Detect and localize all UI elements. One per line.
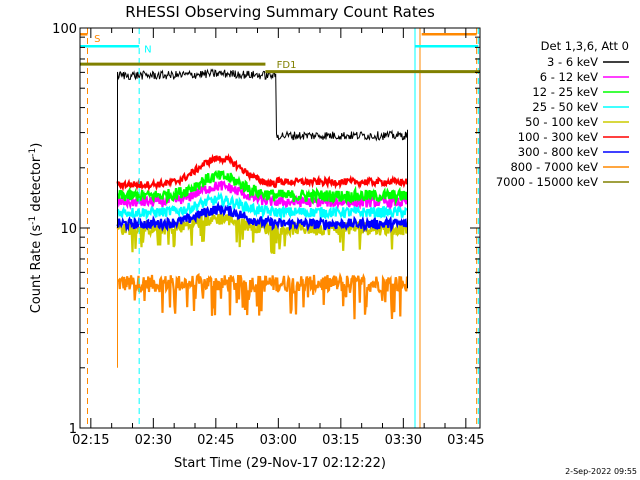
y-tick-label: 1 [69, 422, 77, 437]
legend-header: Det 1,3,6, Att 0 [541, 39, 629, 53]
x-axis-label: Start Time (29-Nov-17 02:12:22) [174, 456, 386, 471]
y-axis-label: Count Rate (s-1 detector-1) [28, 143, 44, 314]
legend-entry-label: 800 - 7000 keV [510, 160, 598, 174]
footer-date: 2-Sep-2022 09:55 [565, 467, 637, 476]
legend-entry-label: 12 - 25 keV [532, 85, 598, 99]
marker-label-s: S [94, 34, 100, 45]
x-tick-label: 02:15 [72, 433, 109, 448]
plot-area [80, 28, 480, 428]
series-line [116, 200, 409, 234]
legend-entry-label: 25 - 50 keV [532, 100, 598, 114]
x-tick-label: 03:15 [322, 433, 359, 448]
marker-label-n: N [144, 44, 151, 55]
x-axis: 02:15 02:30 02:45 03:00 03:15 03:30 03:45 [72, 28, 485, 448]
legend-entry-label: 50 - 100 keV [525, 115, 598, 129]
x-tick-label: 03:45 [447, 433, 484, 448]
y-tick-label: 100 [52, 22, 77, 37]
legend-entry-label: 300 - 800 keV [518, 145, 598, 159]
series-line [117, 68, 408, 142]
series-line [117, 180, 409, 211]
series-line [116, 191, 408, 221]
chart-title: RHESSI Observing Summary Count Rates [125, 3, 435, 21]
series-layer [116, 68, 409, 368]
legend-entry-label: 7000 - 15000 keV [496, 175, 598, 189]
series-line [116, 169, 409, 206]
marker-label-fd1: FD1 [277, 60, 297, 71]
series-line [116, 152, 409, 192]
legend-entry-label: 100 - 300 keV [518, 130, 598, 144]
y-tick-label: 10 [60, 222, 77, 237]
x-tick-label: 02:45 [197, 433, 234, 448]
x-tick-label: 03:00 [260, 433, 297, 448]
y-axis: 1 10 100 [52, 22, 480, 437]
series-line [117, 271, 409, 320]
x-tick-label: 02:30 [135, 433, 172, 448]
legend-entry-label: 3 - 6 keV [547, 55, 598, 69]
legend-entry-label: 6 - 12 keV [540, 70, 598, 84]
x-tick-label: 03:30 [385, 433, 422, 448]
